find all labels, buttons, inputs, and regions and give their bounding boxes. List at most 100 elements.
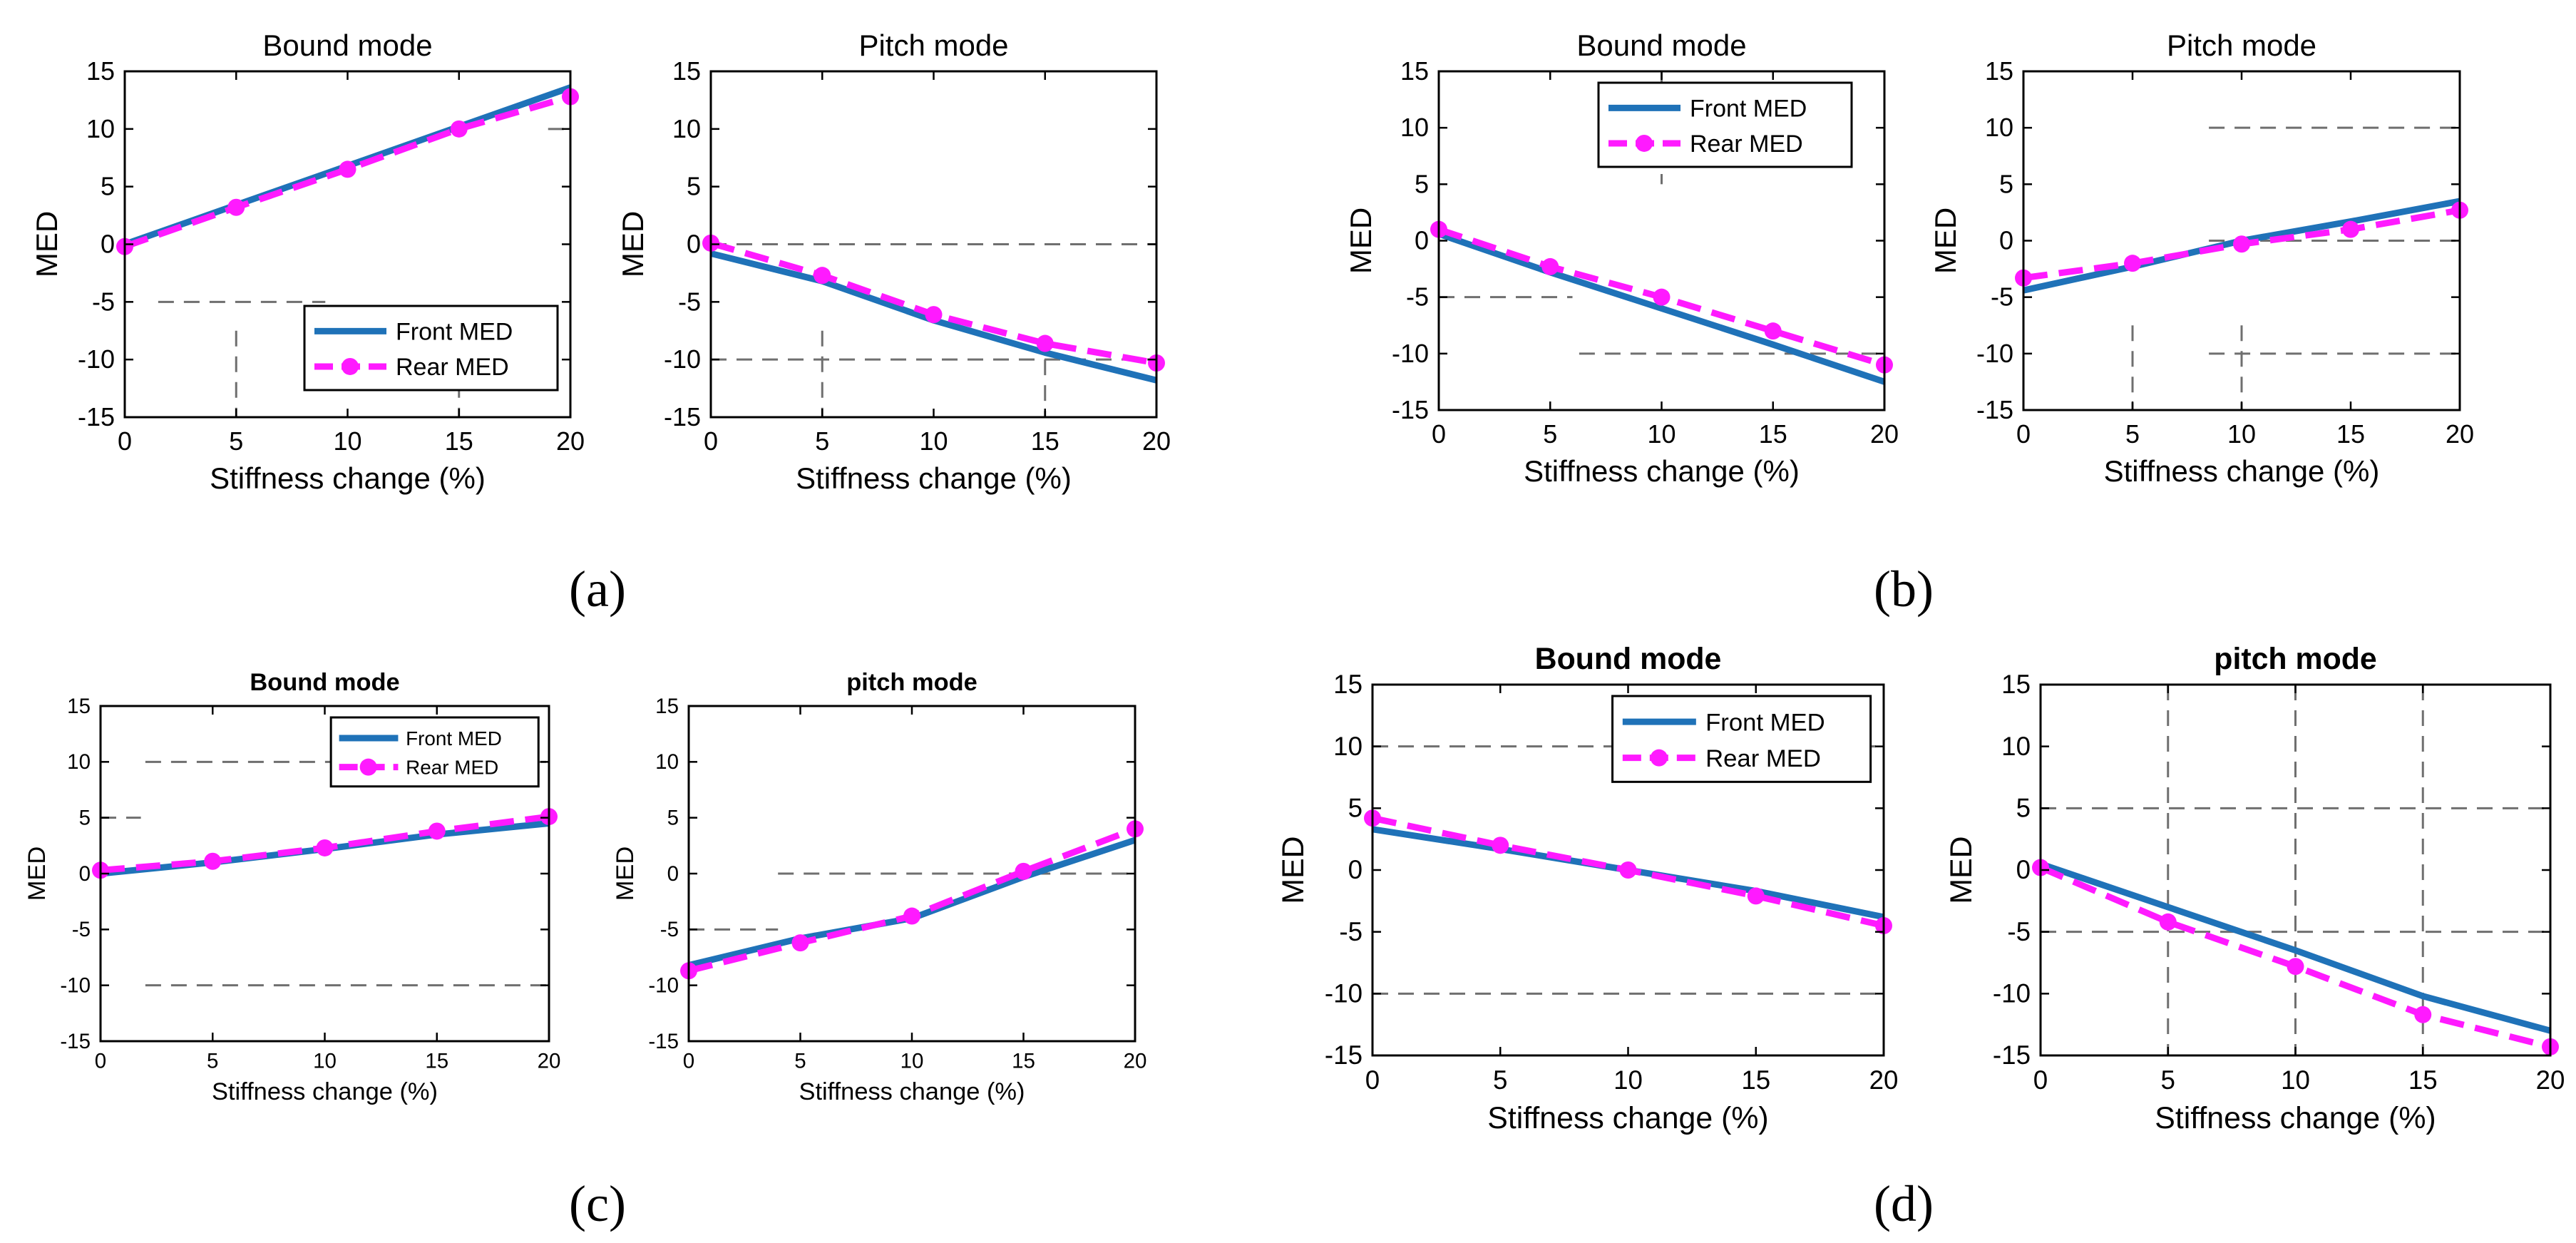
y-tick-label: 10 [2001, 732, 2031, 761]
x-tick-label: 5 [2161, 1065, 2175, 1095]
y-tick-label: -15 [1976, 395, 2013, 424]
x-tick-label: 10 [900, 1050, 924, 1073]
y-tick-label: -15 [1325, 1040, 1363, 1070]
chart-title: Pitch mode [858, 29, 1008, 62]
x-axis-label: Stiffness change (%) [210, 461, 486, 495]
y-tick-label: -10 [60, 974, 91, 998]
y-tick-label: 15 [1400, 56, 1429, 86]
x-tick-label: 20 [1870, 419, 1899, 449]
rear-med-point [204, 852, 222, 870]
chart-title: Pitch mode [2167, 29, 2316, 62]
legend-rear-marker [359, 758, 377, 776]
rear-med-point [925, 306, 943, 324]
chart-title: Bound mode [262, 29, 432, 62]
y-tick-label: 0 [101, 230, 115, 259]
y-tick-label: 15 [67, 695, 91, 718]
rear-med-point [1747, 887, 1765, 905]
x-tick-label: 10 [313, 1050, 337, 1073]
y-tick-label: -5 [2007, 917, 2031, 946]
y-tick-label: 10 [67, 750, 91, 774]
x-tick-label: 0 [1432, 419, 1446, 449]
legend-rear-label: Rear MED [396, 354, 509, 381]
y-tick-label: 5 [1415, 169, 1429, 198]
y-tick-label: 15 [655, 695, 679, 718]
y-tick-label: -5 [92, 287, 115, 316]
legend-rear-marker [1636, 134, 1653, 152]
x-tick-label: 20 [2536, 1065, 2565, 1095]
series-front-med-line [2039, 861, 2552, 1034]
y-tick-label: 15 [672, 56, 701, 86]
y-tick-label: 0 [687, 230, 701, 259]
y-tick-label: 15 [1985, 56, 2013, 86]
legend-rear-label: Rear MED [406, 757, 498, 779]
y-tick-label: -5 [72, 918, 91, 941]
legend: Front MED Rear MED [303, 305, 559, 392]
rear-med-point [428, 822, 446, 840]
y-tick-label: -5 [1339, 917, 1363, 946]
x-tick-label: 0 [118, 426, 132, 456]
y-tick-label: -5 [1406, 282, 1429, 312]
legend-rear-marker [342, 357, 359, 375]
x-tick-label: 10 [919, 426, 948, 456]
panel-label-d: (d) [1874, 1175, 1934, 1232]
y-tick-label: -10 [1993, 979, 2031, 1008]
y-tick-label: 5 [1348, 794, 1363, 823]
rear-med-point [1015, 862, 1032, 880]
y-tick-label: 5 [667, 807, 679, 830]
chart-title: Bound mode [250, 669, 399, 696]
x-tick-label: 5 [1543, 419, 1557, 449]
y-tick-label: -10 [648, 974, 679, 998]
x-tick-label: 0 [2033, 1065, 2048, 1095]
x-tick-label: 15 [1031, 426, 1059, 456]
y-axis-label: MED [1276, 836, 1310, 904]
y-tick-label: -10 [1325, 979, 1363, 1008]
y-tick-label: 15 [1333, 670, 1363, 699]
x-tick-label: 15 [2336, 419, 2365, 449]
legend-box [1597, 81, 1853, 168]
series-front-med-line [1437, 230, 1886, 385]
y-tick-label: -15 [664, 402, 701, 431]
x-tick-label: 20 [1142, 426, 1171, 456]
rear-med-point [2124, 255, 2141, 272]
rear-med-point [2414, 1006, 2432, 1023]
y-tick-label: 0 [1415, 226, 1429, 255]
x-axis-label: Stiffness change (%) [2155, 1101, 2436, 1135]
y-tick-label: -15 [1392, 395, 1429, 424]
rear-med-point [316, 839, 334, 856]
rear-med-point [450, 120, 468, 138]
x-axis-label: Stiffness change (%) [799, 1078, 1025, 1105]
x-axis-label: Stiffness change (%) [1524, 454, 1800, 488]
x-tick-label: 5 [207, 1050, 218, 1073]
y-tick-label: 10 [655, 750, 679, 774]
y-tick-label: 10 [1985, 113, 2013, 142]
chart-title: Bound mode [1535, 642, 1722, 676]
x-tick-label: 10 [1613, 1065, 1643, 1095]
x-tick-label: 10 [2281, 1065, 2310, 1095]
y-tick-label: 0 [2016, 855, 2031, 884]
rear-med-point [1492, 837, 1509, 854]
x-tick-label: 15 [1741, 1065, 1770, 1095]
legend-front-label: Front MED [396, 318, 513, 345]
y-axis-label: MED [1929, 208, 1962, 274]
panel-label-b: (b) [1874, 561, 1934, 618]
y-tick-label: 5 [2016, 794, 2031, 823]
y-tick-label: -5 [660, 918, 679, 941]
rear-med-point [2233, 235, 2250, 253]
x-tick-label: 10 [1647, 419, 1676, 449]
panel-labels: (a) (b) (c) (d) [569, 561, 1934, 1232]
rear-med-point [227, 198, 245, 216]
x-tick-label: 0 [2016, 419, 2031, 449]
x-tick-label: 0 [95, 1050, 106, 1073]
y-axis-label: MED [24, 846, 51, 901]
rear-med-point [814, 267, 831, 285]
y-tick-label: 5 [687, 172, 701, 201]
y-tick-label: 10 [86, 114, 115, 143]
y-tick-label: 0 [1348, 855, 1363, 884]
rear-med-point [903, 907, 920, 925]
x-tick-label: 10 [2227, 419, 2256, 449]
x-tick-label: 0 [704, 426, 718, 456]
